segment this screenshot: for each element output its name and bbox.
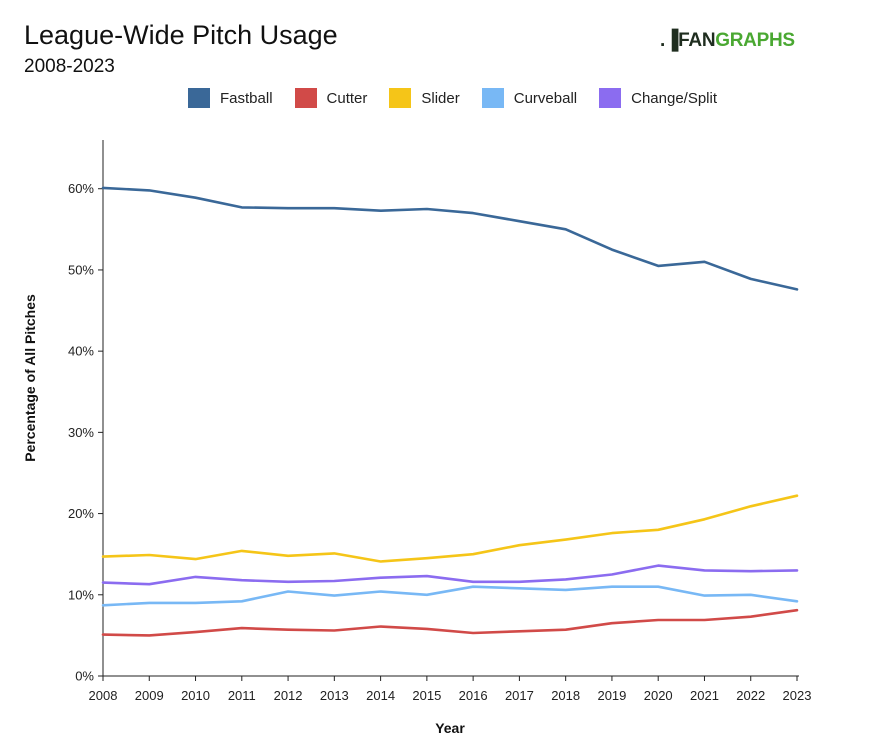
x-tick-label: 2009 — [135, 688, 164, 703]
legend-label: Cutter — [326, 89, 368, 107]
x-tick-label: 2016 — [459, 688, 488, 703]
legend-swatch — [294, 88, 317, 108]
y-tick-label: 10% — [68, 587, 94, 602]
x-axis-title: Year — [435, 720, 465, 736]
chart-title: League-Wide Pitch Usage — [24, 20, 338, 50]
legend-swatch — [599, 88, 622, 108]
x-tick-label: 2011 — [228, 688, 256, 703]
x-tick-label: 2017 — [505, 688, 534, 703]
series-line-fastball — [101, 186, 799, 291]
x-tick-label: 2018 — [551, 688, 580, 703]
legend-item-slider: Slider — [389, 88, 460, 108]
y-tick-label: 20% — [68, 506, 94, 521]
x-tick-label: 2023 — [783, 688, 812, 703]
legend-label: Slider — [421, 89, 460, 107]
series-line-change-split — [101, 564, 799, 586]
y-tick-label: 40% — [68, 344, 94, 359]
x-tick-label: 2013 — [320, 688, 349, 703]
legend-label: Curveball — [513, 89, 578, 107]
legend-label: Fastball — [220, 89, 273, 107]
x-tick-label: 2015 — [412, 688, 441, 703]
series-line-curveball — [101, 585, 799, 607]
y-tick-label: 0% — [75, 669, 94, 684]
series-line-cutter — [101, 608, 799, 637]
y-tick-label: 60% — [68, 181, 94, 196]
logo-text-fan: FAN — [678, 30, 716, 51]
legend-swatch — [389, 88, 412, 108]
logo-mark-icon: .▐ — [660, 30, 679, 51]
legend-item-curveball: Curveball — [481, 88, 578, 108]
chart-subtitle: 2008-2023 — [24, 56, 115, 77]
y-axis-title: Percentage of All Pitches — [22, 294, 38, 462]
legend-item-cutter: Cutter — [294, 88, 368, 108]
x-tick-label: 2019 — [597, 688, 626, 703]
legend-item-change-split: Change/Split — [599, 88, 717, 108]
legend-swatch — [188, 88, 210, 108]
x-tick-label: 2012 — [274, 688, 303, 703]
fangraphs-logo: .▐FANGRAPHS — [660, 30, 795, 52]
series-line-slider — [101, 494, 799, 563]
x-tick-label: 2022 — [736, 688, 765, 703]
legend-swatch — [481, 88, 504, 108]
x-tick-label: 2008 — [89, 688, 118, 703]
chart-legend: Fastball Cutter Slider Curveball Change/Spli… — [188, 88, 739, 108]
x-tick-label: 2021 — [690, 688, 719, 703]
y-tick-label: 30% — [68, 425, 94, 440]
x-tick-label: 2020 — [644, 688, 673, 703]
x-tick-label: 2014 — [366, 688, 395, 703]
y-tick-label: 50% — [68, 262, 94, 277]
x-tick-label: 2010 — [181, 688, 210, 703]
legend-item-fastball: Fastball — [188, 88, 273, 108]
legend-label: Change/Split — [631, 89, 718, 107]
logo-text-graphs: GRAPHS — [715, 30, 795, 51]
